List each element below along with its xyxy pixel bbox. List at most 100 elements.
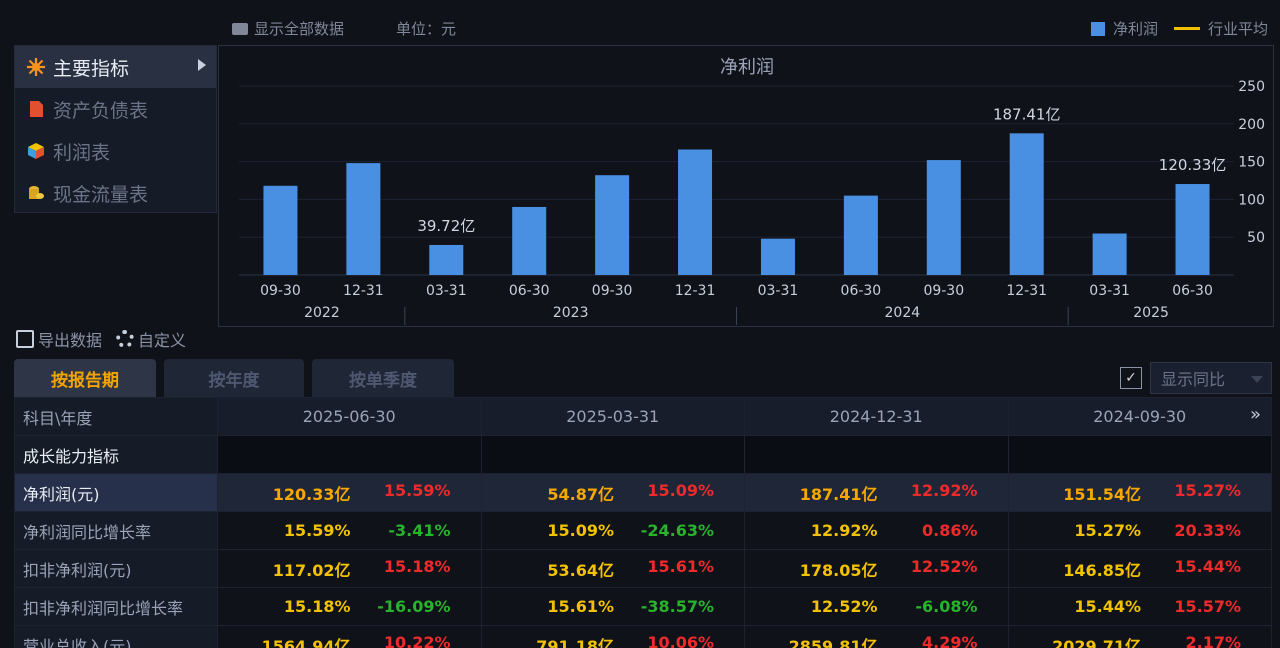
menu-item-balance-sheet[interactable]: 资产负债表: [15, 88, 216, 130]
period-tabs: 按报告期 按年度 按单季度: [14, 359, 454, 397]
legend-line-swatch: [1173, 27, 1200, 30]
menu-item-label: 资产负债表: [53, 99, 149, 122]
cell-yoy: 20.33%: [1174, 521, 1241, 540]
cell-value: 2029.71亿: [1052, 636, 1141, 648]
table-row[interactable]: 净利润同比增长率 15.59% -3.41% 15.09% -24.63% 12.92% 0…: [14, 511, 1272, 550]
table-row[interactable]: 营业总收入(元) 1564.94亿 10.22% 791.18亿 10.06% 2859.…: [14, 625, 1272, 648]
table-row[interactable]: 净利润(元) 120.33亿 15.59% 54.87亿 15.09% 187.41亿 12…: [14, 473, 1272, 512]
yoy-dropdown[interactable]: 显示同比: [1150, 362, 1272, 394]
year-group-label: 2023: [553, 305, 589, 321]
cell-yoy: -16.09%: [377, 597, 451, 616]
y-tick-label: 250: [1238, 79, 1265, 95]
bar[interactable]: [263, 185, 298, 275]
customize-label: 自定义: [138, 331, 187, 350]
show-all-label: 显示全部数据: [254, 20, 345, 38]
yoy-toggle: ✓ 显示同比: [1120, 362, 1272, 394]
legend-bar-swatch: [1090, 21, 1105, 36]
bar[interactable]: [1175, 184, 1210, 275]
bar[interactable]: [678, 149, 713, 275]
cell-value: 187.41亿: [799, 484, 878, 504]
cell-value: 15.44%: [1074, 597, 1141, 616]
x-tick-label: 09-30: [592, 283, 633, 299]
data-cell: 12.52% -6.08%: [744, 587, 1009, 626]
table-row[interactable]: 扣非净利润同比增长率 15.18% -16.09% 15.61% -38.57% 12.5…: [14, 587, 1272, 626]
tab-by-quarter[interactable]: 按单季度: [312, 359, 454, 397]
x-tick-label: 06-30: [841, 283, 882, 299]
x-tick-label: 06-30: [509, 283, 550, 299]
bar[interactable]: [760, 238, 795, 275]
cell-value: 15.59%: [283, 521, 351, 540]
data-cell: 187.41亿 12.92%: [744, 473, 1009, 512]
data-cell: 120.33亿 15.59%: [217, 473, 482, 512]
x-tick-label: 03-31: [1089, 283, 1130, 299]
gear-icon: [116, 330, 135, 348]
row-label: 扣非净利润同比增长率: [14, 587, 218, 626]
x-tick-label: 03-31: [426, 283, 467, 299]
cell-yoy: -38.57%: [640, 597, 714, 616]
chart-legend: 净利润 行业平均: [1090, 18, 1268, 39]
next-columns-button[interactable]: »: [1249, 404, 1261, 425]
data-cell: 15.18% -16.09%: [217, 587, 482, 626]
bar[interactable]: [926, 160, 961, 275]
cube-icon: [28, 143, 44, 159]
data-cell: 15.09% -24.63%: [480, 511, 745, 550]
cell-value: 2859.81亿: [788, 636, 878, 648]
empty-cell: [1007, 435, 1272, 474]
column-header: 2024-09-30 »: [1007, 397, 1272, 436]
bar[interactable]: [1092, 233, 1127, 275]
starburst-icon: [27, 58, 45, 76]
tab-by-year[interactable]: 按年度: [164, 359, 304, 397]
year-group-label: 2024: [885, 305, 921, 321]
legend-line-label[interactable]: 行业平均: [1207, 20, 1268, 38]
cell-yoy: 15.44%: [1174, 556, 1241, 576]
section-row: 成长能力指标: [14, 435, 1272, 474]
bar[interactable]: [346, 163, 381, 275]
bar[interactable]: [595, 175, 630, 275]
cell-value: 12.92%: [810, 521, 878, 540]
cell-yoy: 10.06%: [647, 632, 714, 648]
bar[interactable]: [429, 244, 464, 275]
bar[interactable]: [512, 206, 547, 275]
export-icon: [16, 330, 34, 348]
menu-item-cash-flow[interactable]: 现金流量表: [15, 172, 216, 214]
data-cell: 1564.94亿 10.22%: [217, 625, 482, 648]
column-header: 2025-06-30: [217, 397, 482, 436]
data-cell: 54.87亿 15.09%: [480, 473, 745, 512]
year-group-label: 2025: [1133, 305, 1169, 321]
bar[interactable]: [843, 195, 878, 275]
table-row[interactable]: 扣非净利润(元) 117.02亿 15.18% 53.64亿 15.61% 178.05亿…: [14, 549, 1272, 588]
year-group-label: 2022: [304, 305, 340, 321]
cell-yoy: -3.41%: [388, 521, 451, 540]
legend-bar-label[interactable]: 净利润: [1112, 20, 1158, 38]
customize-button[interactable]: 自定义: [116, 327, 186, 351]
show-all-data-button[interactable]: 显示全部数据: [232, 18, 344, 39]
data-cell: 15.59% -3.41%: [217, 511, 482, 550]
cell-yoy: 12.52%: [910, 556, 978, 576]
empty-cell: [480, 435, 745, 474]
bar[interactable]: [1009, 133, 1044, 275]
x-tick-label: 06-30: [1172, 283, 1213, 299]
x-tick-label: 12-31: [343, 283, 384, 299]
top-toolbar: 显示全部数据 单位：元 净利润 行业平均: [230, 16, 1270, 42]
cell-yoy: 2.17%: [1185, 632, 1241, 648]
menu-item-label: 主要指标: [53, 57, 130, 80]
chevron-right-icon: [198, 59, 206, 71]
section-title: 成长能力指标: [14, 435, 218, 474]
row-label: 扣非净利润(元): [14, 549, 218, 588]
yoy-checkbox[interactable]: ✓: [1120, 367, 1142, 389]
column-header: 2025-03-31: [480, 397, 745, 436]
cell-value: 15.61%: [547, 597, 614, 616]
cell-value: 120.33亿: [272, 484, 351, 504]
menu-item-main-indicators[interactable]: 主要指标: [15, 46, 216, 88]
data-cell: 178.05亿 12.52%: [744, 549, 1009, 588]
cell-value: 791.18亿: [536, 636, 614, 648]
export-data-button[interactable]: 导出数据: [16, 327, 102, 351]
row-label: 净利润(元): [14, 473, 218, 512]
column-header: 2024-12-31: [744, 397, 1009, 436]
tab-by-report-period[interactable]: 按报告期: [14, 359, 156, 397]
cell-yoy: 15.18%: [383, 556, 451, 576]
column-header-label: 2024-09-30: [1093, 407, 1187, 426]
menu-item-income-statement[interactable]: 利润表: [15, 130, 216, 172]
coins-icon: [29, 186, 44, 199]
